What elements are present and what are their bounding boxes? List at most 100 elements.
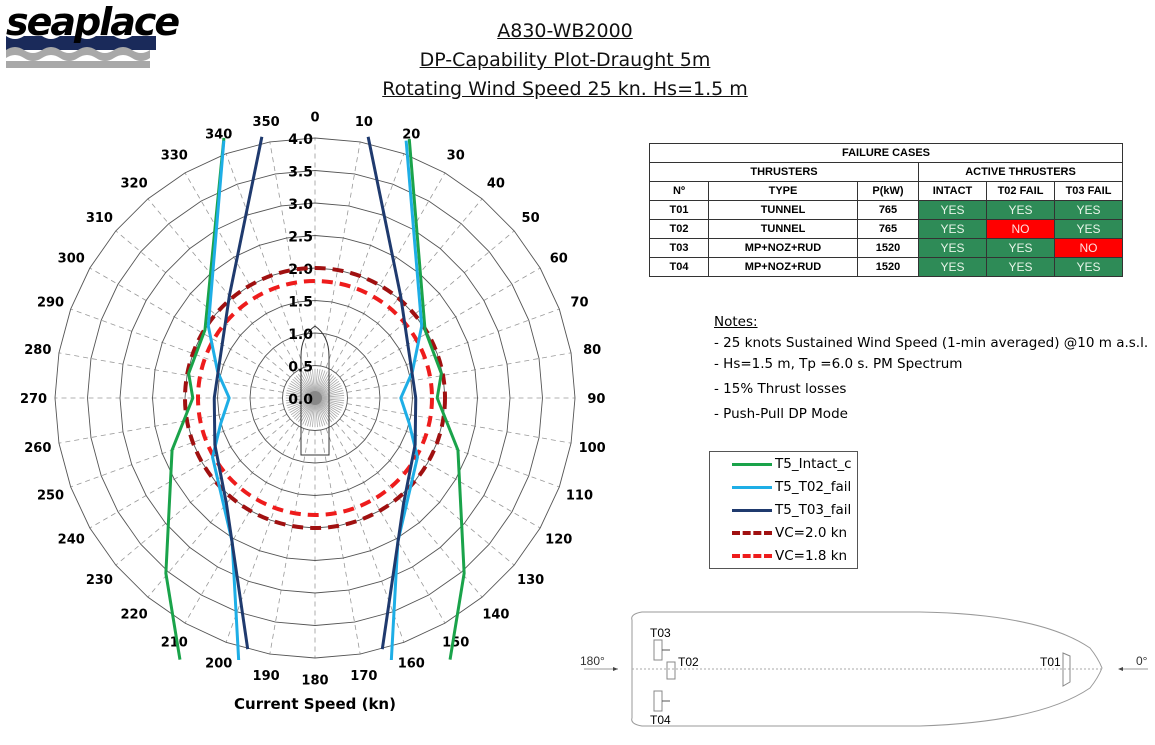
angular-gridline [320, 141, 361, 367]
chart-legend: T5_Intact_c T5_T02_fail T5_T03_fail VC=2… [709, 451, 858, 569]
angular-gridline [89, 413, 288, 529]
angular-gridline [330, 425, 446, 624]
radial-gridline [249, 332, 381, 464]
angular-tick-label: 170 [350, 669, 377, 684]
angular-tick-label: 110 [566, 488, 593, 503]
thruster-label-t01: T01 [1040, 655, 1061, 669]
angular-gridline [346, 352, 572, 393]
thruster-type: MP+NOZ+RUD [708, 257, 858, 277]
radial-tick-label: 0.0 [288, 392, 313, 408]
angular-tick-label: 130 [517, 573, 544, 588]
thruster-id: T03 [649, 238, 709, 258]
radial-tick-label: 3.5 [288, 165, 313, 181]
thruster-power: 765 [857, 200, 919, 220]
angular-gridline [345, 408, 560, 488]
thruster-id: T01 [649, 200, 709, 220]
legend-label: T5_T03_fail [775, 502, 852, 518]
legend-label: T5_T02_fail [775, 479, 852, 495]
legend-swatch-solid [732, 462, 772, 466]
radial-tick-label: 0.5 [288, 360, 313, 376]
note-item: - Push-Pull DP Mode [714, 406, 848, 422]
thruster-t02-icon [666, 661, 676, 680]
seaplace-logo: seaplace [4, 0, 180, 70]
angular-gridline [335, 422, 483, 598]
table-title: FAILURE CASES [649, 143, 1123, 163]
col-header-type: TYPE [708, 181, 858, 201]
notes-heading: Notes: [714, 314, 758, 330]
table-row: T01 TUNNEL 765 YES YES YES [649, 200, 1123, 220]
vessel-thruster-layout: 180° 0° T03 T02 T01 T04 [580, 611, 1148, 727]
legend-swatch-dashed [732, 554, 772, 558]
chart-title-line-3: Rotating Wind Speed 25 kn. Hs=1.5 m [382, 78, 748, 100]
angular-tick-label: 150 [442, 636, 469, 651]
origin-marker-icon [308, 391, 322, 405]
thruster-t03-icon [653, 639, 663, 661]
polar-capability-plot: 0.00.51.01.52.02.53.03.54.00 102030405060… [20, 111, 606, 689]
angular-gridline [342, 413, 541, 529]
angular-gridline [269, 141, 310, 367]
angular-tick-label: 350 [253, 115, 280, 130]
note-item: - 15% Thrust losses [714, 381, 847, 397]
angular-gridline [115, 230, 291, 378]
radial-tick-label: 3.0 [288, 197, 313, 213]
radial-tick-label: 4.0 [288, 132, 313, 148]
col-header-intact: INTACT [918, 181, 987, 201]
angular-tick-label: 140 [482, 608, 509, 623]
angular-gridline [184, 425, 300, 624]
angular-tick-label: 220 [121, 608, 148, 623]
col-header-power: P(kW) [857, 181, 919, 201]
legend-label: VC=2.0 kn [775, 525, 848, 541]
radial-gridline [87, 170, 543, 626]
legend-item-t02-fail: T5_T02_fail [732, 478, 851, 496]
thruster-id: T02 [649, 219, 709, 239]
thruster-type: TUNNEL [708, 219, 858, 239]
angular-tick-label: 230 [86, 573, 113, 588]
thrusters-group-header: THRUSTERS [649, 162, 919, 182]
legend-label: T5_Intact_c [775, 456, 852, 472]
angular-tick-label: 300 [58, 251, 85, 266]
thruster-power: 1520 [857, 257, 919, 277]
angular-gridline [345, 308, 560, 388]
capability-curve [366, 136, 418, 650]
status-t03-fail: YES [1054, 257, 1123, 277]
status-intact: YES [918, 200, 987, 220]
table-row: T03 MP+NOZ+RUD 1520 YES YES NO [649, 238, 1123, 258]
thruster-t01-icon [1062, 652, 1071, 687]
table-row: T04 MP+NOZ+RUD 1520 YES YES YES [649, 257, 1123, 277]
angular-tick-label: 310 [86, 211, 113, 226]
status-t03-fail: NO [1054, 238, 1123, 258]
angular-tick-label: 180 [301, 673, 328, 688]
angular-gridline [147, 198, 295, 374]
thruster-power: 1520 [857, 238, 919, 258]
angular-gridline [335, 198, 483, 374]
angular-tick-label: 10 [355, 115, 373, 130]
radial-gridline [282, 365, 348, 431]
current-speed-circle [183, 266, 447, 530]
angular-tick-label: 330 [161, 148, 188, 163]
chart-title-line-1: A830-WB2000 [497, 20, 633, 42]
angular-tick-label: 30 [447, 148, 465, 163]
current-speed-circle [196, 279, 434, 517]
angular-tick-label: 0 [310, 111, 319, 126]
status-intact: YES [918, 238, 987, 258]
status-intact: YES [918, 257, 987, 277]
radial-gridline [119, 202, 511, 594]
thruster-label-t02: T02 [678, 655, 699, 669]
status-t03-fail: YES [1054, 219, 1123, 239]
angular-gridline [342, 267, 541, 383]
active-thrusters-group-header: ACTIVE THRUSTERS [918, 162, 1123, 182]
thruster-type: TUNNEL [708, 200, 858, 220]
angular-tick-label: 60 [550, 251, 568, 266]
radial-gridline [54, 137, 576, 659]
status-t02-fail: NO [986, 219, 1055, 239]
angular-tick-label: 100 [579, 441, 606, 456]
angular-gridline [339, 418, 515, 566]
angular-gridline [325, 428, 405, 643]
status-intact: YES [918, 219, 987, 239]
hull-outline-icon [631, 611, 1103, 727]
note-item: - 25 knots Sustained Wind Speed (1-min a… [714, 335, 1149, 351]
angular-gridline [325, 153, 405, 368]
legend-item-t03-fail: T5_T03_fail [732, 501, 851, 519]
status-t02-fail: YES [986, 238, 1055, 258]
thruster-label-t03: T03 [650, 626, 671, 640]
